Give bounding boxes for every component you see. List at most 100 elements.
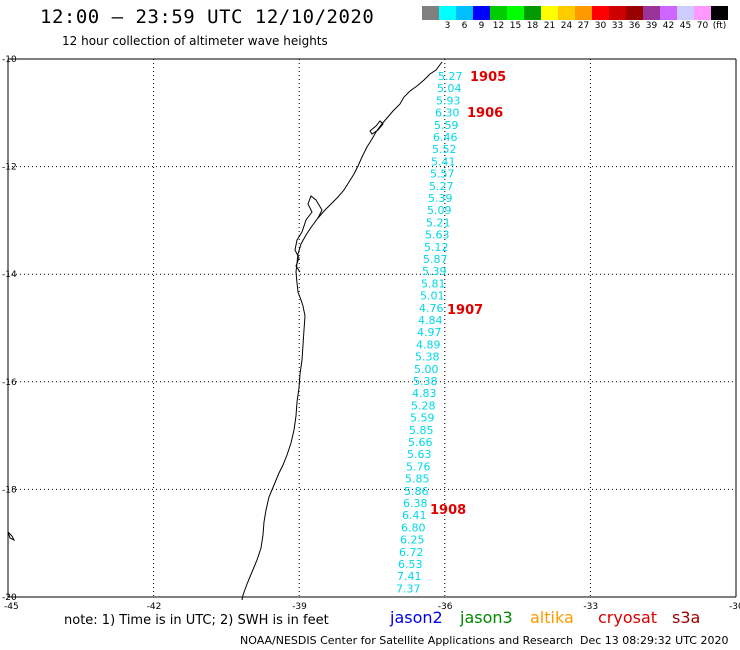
footer-credit: NOAA/NESDIS Center for Satellite Applica… — [240, 634, 574, 647]
colorbar-label: 18 — [526, 21, 539, 31]
swh-value: 5.57 — [430, 168, 455, 181]
colorbar-swatch — [473, 6, 490, 20]
colorbar-swatch — [694, 6, 711, 20]
axis-ticks: -45 -42 -39 -36 -33 -30 -10 -12 -14 -16 -18 -20 — [2, 55, 740, 612]
legend-jason3: jason3 — [460, 608, 513, 627]
hour-label: 1906 — [467, 106, 503, 121]
colorbar-label: 70 — [696, 21, 709, 31]
colorbar-swatch — [592, 6, 609, 20]
colorbar-swatch — [456, 6, 473, 20]
swh-value: 5.41 — [431, 155, 456, 168]
coastline — [241, 61, 443, 601]
swh-value: 5.27 — [429, 180, 454, 193]
colorbar-label: 15 — [509, 21, 522, 31]
colorbar-swatch — [711, 6, 728, 20]
colorbar-label: 27 — [577, 21, 590, 31]
y-tick-label: -20 — [2, 593, 17, 603]
swh-value: 5.93 — [436, 94, 461, 107]
colorbar-swatch — [422, 6, 439, 20]
swh-value: 5.52 — [432, 143, 457, 156]
colorbar-label: 12 — [492, 21, 505, 31]
wave-height-track: 5.275.045.936.305.596.465.525.415.575.27… — [396, 70, 463, 595]
swh-value: 5.76 — [406, 460, 431, 473]
swh-value: 5.85 — [405, 473, 430, 486]
colorbar-label: 36 — [628, 21, 641, 31]
y-tick-label: -10 — [2, 55, 17, 65]
colorbar-swatch — [507, 6, 524, 20]
swh-value: 4.76 — [419, 302, 444, 315]
coastline-islet — [369, 120, 384, 135]
hour-label: 1905 — [470, 70, 506, 85]
y-tick-label: -14 — [2, 270, 17, 280]
legend-s3a: s3a — [672, 608, 701, 627]
legend-altika: altika — [530, 608, 574, 627]
swh-value: 5.00 — [414, 363, 439, 376]
colorbar-swatch — [575, 6, 592, 20]
colorbar-swatch — [541, 6, 558, 20]
hour-label: 1907 — [447, 303, 483, 318]
colorbar-label: 42 — [662, 21, 675, 31]
hour-labels: 1905 1906 1907 1908 — [430, 70, 506, 518]
x-tick-label: -45 — [4, 602, 19, 612]
swh-value: 5.63 — [425, 229, 450, 242]
colorbar-label: 24 — [560, 21, 573, 31]
swh-value: 5.12 — [424, 241, 449, 254]
coastline-islet-west — [7, 531, 16, 542]
swh-value: 5.04 — [437, 82, 462, 95]
x-tick-label: -39 — [292, 602, 307, 612]
hour-label: 1908 — [430, 503, 466, 518]
colorbar-swatch — [490, 6, 507, 20]
colorbar-swatch — [660, 6, 677, 20]
colorbar-label: (ft) — [712, 21, 727, 31]
x-tick-label: -33 — [583, 602, 598, 612]
swh-value: 6.38 — [403, 497, 428, 510]
y-tick-label: -12 — [2, 163, 17, 173]
swh-value: 5.66 — [408, 436, 433, 449]
colorbar-swatch — [609, 6, 626, 20]
map-subtitle: 12 hour collection of altimeter wave hei… — [62, 34, 328, 48]
swh-value: 6.41 — [402, 509, 427, 522]
x-tick-label: -42 — [147, 602, 162, 612]
swh-value: 5.87 — [423, 253, 448, 266]
swh-value: 7.41 — [397, 570, 422, 583]
swh-value: 5.86 — [404, 485, 429, 498]
colorbar-label: 3 — [444, 21, 451, 31]
colorbar-swatch — [643, 6, 660, 20]
colorbar — [422, 6, 728, 20]
y-tick-label: -16 — [2, 378, 17, 388]
colorbar-swatch — [524, 6, 541, 20]
colorbar-label: 30 — [594, 21, 607, 31]
colorbar-swatch — [558, 6, 575, 20]
swh-value: 5.38 — [415, 351, 440, 364]
swh-value: 5.21 — [426, 216, 451, 229]
note-text: note: 1) Time is in UTC; 2) SWH is in fe… — [64, 613, 329, 628]
swh-value: 5.09 — [427, 204, 452, 217]
legend-cryosat: cryosat — [598, 608, 658, 627]
footer-timestamp: Dec 13 08:29:32 UTC 2020 — [580, 634, 729, 647]
map-title: 12:00 – 23:59 UTC 12/10/2020 — [40, 6, 375, 28]
swh-value: 5.39 — [428, 192, 453, 205]
swh-value: 5.01 — [420, 290, 445, 303]
swh-value: 4.89 — [416, 338, 441, 351]
swh-value: 7.37 — [396, 582, 421, 595]
swh-value: 6.30 — [435, 107, 460, 120]
swh-value: 6.53 — [398, 558, 423, 571]
colorbar-labels: 3 6 9 12 15 18 21 24 27 30 33 36 39 42 45 70 (ft) — [422, 21, 728, 33]
swh-value: 4.84 — [418, 314, 443, 327]
swh-value: 5.59 — [434, 119, 459, 132]
graticule — [8, 59, 736, 597]
swh-value: 4.97 — [417, 326, 442, 339]
colorbar-label: 33 — [611, 21, 624, 31]
swh-value: 5.39 — [422, 265, 447, 278]
swh-value: 5.38 — [413, 375, 438, 388]
swh-value: 6.46 — [433, 131, 458, 144]
swh-value: 6.72 — [399, 546, 424, 559]
colorbar-label: 9 — [478, 21, 485, 31]
swh-value: 5.27 — [438, 70, 463, 83]
colorbar-swatch — [677, 6, 694, 20]
swh-value: 5.63 — [407, 448, 432, 461]
colorbar-label: 6 — [461, 21, 468, 31]
swh-value: 5.85 — [409, 424, 434, 437]
x-tick-label: -30 — [729, 602, 740, 612]
swh-value: 5.28 — [411, 399, 436, 412]
